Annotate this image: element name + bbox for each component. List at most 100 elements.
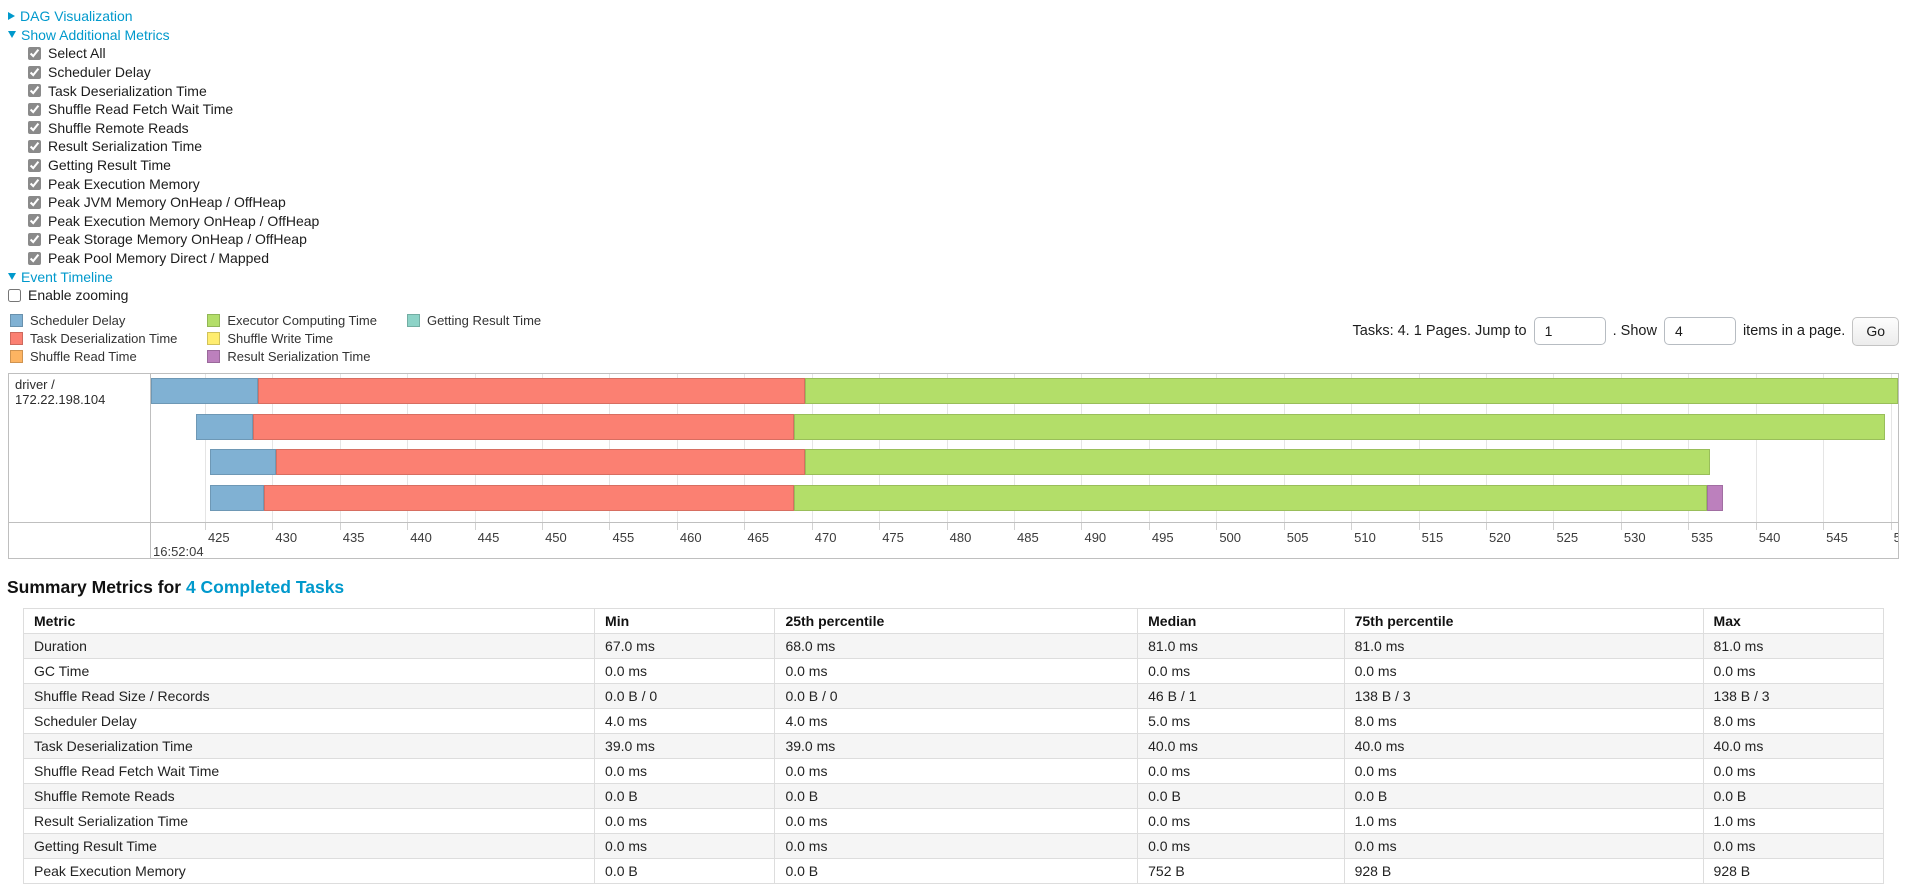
metric-checkbox[interactable] bbox=[28, 251, 41, 265]
timeline-segment-result_serialization[interactable] bbox=[1707, 484, 1724, 511]
axis-tick-label: 520 bbox=[1489, 529, 1511, 545]
timeline-segment-executor_computing[interactable] bbox=[805, 377, 1898, 404]
dag-visualization-toggle[interactable]: DAG Visualization bbox=[8, 7, 1899, 26]
summary-metrics-heading: Summary Metrics for 4 Completed Tasks bbox=[7, 577, 1907, 598]
metric-value-cell: 0.0 B bbox=[1702, 782, 1885, 809]
axis-tick-label: 425 bbox=[207, 529, 230, 545]
axis-tick-mark bbox=[946, 522, 948, 530]
legend-label: Shuffle Read Time bbox=[30, 348, 137, 364]
axis-tick-mark bbox=[1148, 522, 1150, 530]
axis-tick-mark bbox=[609, 522, 611, 530]
dag-visualization-label: DAG Visualization bbox=[20, 8, 133, 25]
axis-tick-label: 470 bbox=[814, 529, 837, 545]
axis-gridline bbox=[339, 373, 341, 522]
timeline-segment-scheduler_delay[interactable] bbox=[195, 413, 254, 440]
metric-value-cell: 68.0 ms bbox=[774, 632, 1139, 659]
axis-gridline bbox=[204, 373, 206, 522]
timeline-segment-scheduler_delay[interactable] bbox=[210, 484, 265, 511]
metric-value-cell: 4.0 ms bbox=[594, 707, 776, 734]
metric-value-cell: 1.0 ms bbox=[1343, 807, 1704, 834]
go-button[interactable]: Go bbox=[1852, 316, 1899, 346]
summary-column-header: Median bbox=[1137, 607, 1345, 634]
metric-value-cell: 0.0 B bbox=[774, 857, 1139, 884]
metric-checkbox-row: Result Serialization Time bbox=[28, 137, 1899, 156]
axis-tick-label: 530 bbox=[1623, 529, 1646, 545]
shuffle_read-color-swatch-icon bbox=[10, 349, 23, 363]
timeline-segment-task_deserialization[interactable] bbox=[276, 448, 806, 475]
expanded-arrow-icon bbox=[8, 273, 16, 281]
timeline-segment-scheduler_delay[interactable] bbox=[151, 377, 258, 404]
legend-and-pagination-row: Scheduler Delay Task Deserialization Time… bbox=[0, 305, 1907, 364]
timeline-segment-task_deserialization[interactable] bbox=[257, 377, 806, 404]
metric-checkbox[interactable] bbox=[28, 177, 41, 191]
metric-checkbox-row: Getting Result Time bbox=[28, 156, 1899, 175]
timeline-segment-executor_computing[interactable] bbox=[805, 448, 1710, 475]
metric-value-cell: 138 B / 3 bbox=[1702, 682, 1885, 709]
axis-gridline bbox=[1755, 373, 1757, 522]
axis-gridline bbox=[407, 373, 409, 522]
metric-value-cell: 0.0 ms bbox=[1702, 832, 1885, 859]
timeline-legend: Scheduler Delay Task Deserialization Time… bbox=[10, 313, 541, 364]
summary-column-header: Min bbox=[594, 607, 776, 634]
metric-checkbox[interactable] bbox=[28, 195, 41, 209]
event-timeline-chart: driver / 172.22.198.104 16:52:04 425 430 4… bbox=[8, 372, 1899, 559]
summary-column-header: Metric bbox=[22, 607, 596, 634]
metric-checkbox-row: Select All bbox=[28, 44, 1899, 63]
legend-item-task_deserialization: Task Deserialization Time bbox=[10, 331, 177, 346]
timeline-segment-executor_computing[interactable] bbox=[794, 484, 1708, 511]
summary-table-body: Duration 67.0 ms 68.0 ms 81.0 ms 81.0 ms 81.0… bbox=[22, 632, 1885, 884]
metric-checkbox[interactable] bbox=[28, 65, 41, 79]
metric-value-cell: 0.0 ms bbox=[1702, 757, 1885, 784]
timeline-segment-executor_computing[interactable] bbox=[794, 413, 1886, 440]
metric-checkbox-label: Shuffle Read Fetch Wait Time bbox=[48, 101, 234, 118]
metric-checkbox-label: Scheduler Delay bbox=[48, 64, 151, 81]
metric-checkbox[interactable] bbox=[28, 158, 41, 172]
metric-name-cell: GC Time bbox=[22, 657, 596, 684]
metric-checkbox[interactable] bbox=[28, 139, 41, 153]
metric-name-cell: Task Deserialization Time bbox=[22, 732, 596, 759]
shuffle_write-color-swatch-icon bbox=[207, 331, 221, 345]
axis-tick-mark bbox=[1755, 522, 1757, 530]
metric-checkbox[interactable] bbox=[28, 102, 41, 116]
enable-zooming-checkbox[interactable] bbox=[8, 288, 21, 302]
metric-value-cell: 0.0 ms bbox=[1343, 757, 1704, 784]
getting_result-color-swatch-icon bbox=[406, 313, 420, 327]
result_serialization-color-swatch-icon bbox=[207, 349, 221, 363]
axis-gridline bbox=[744, 373, 746, 522]
metric-checkbox[interactable] bbox=[28, 84, 41, 98]
timeline-axis: 16:52:04 425 430 435 440 445 450 455 460 465 470 4… bbox=[151, 521, 1898, 558]
timeline-segment-task_deserialization[interactable] bbox=[253, 413, 795, 440]
jump-to-page-input[interactable] bbox=[1533, 317, 1606, 345]
axis-gridline bbox=[1418, 373, 1420, 522]
event-timeline-toggle[interactable]: Event Timeline bbox=[8, 267, 1899, 286]
axis-tick-mark bbox=[1081, 522, 1083, 530]
metric-value-cell: 4.0 ms bbox=[774, 707, 1139, 734]
show-additional-metrics-toggle[interactable]: Show Additional Metrics bbox=[8, 26, 1899, 45]
metric-checkbox[interactable] bbox=[28, 121, 41, 135]
axis-gridline bbox=[1351, 373, 1353, 522]
axis-tick-mark bbox=[744, 522, 746, 530]
axis-tick-label: 540 bbox=[1758, 529, 1781, 545]
table-row: Shuffle Read Size / Records 0.0 B / 0 0.0 … bbox=[22, 682, 1885, 709]
metric-checkbox[interactable] bbox=[28, 232, 41, 246]
pagination-suffix-text: items in a page. bbox=[1742, 323, 1846, 339]
timeline-plot-area[interactable] bbox=[151, 373, 1898, 522]
summary-column-header: 25th percentile bbox=[774, 607, 1139, 634]
metric-checkbox[interactable] bbox=[28, 214, 41, 228]
axis-gridline bbox=[542, 373, 544, 522]
metric-checkbox-label: Task Deserialization Time bbox=[48, 82, 207, 99]
executor-group-label: driver / 172.22.198.104 bbox=[9, 373, 151, 522]
metric-value-cell: 0.0 ms bbox=[1137, 807, 1345, 834]
axis-tick-mark bbox=[1553, 522, 1555, 530]
table-row: Task Deserialization Time 39.0 ms 39.0 ms 4… bbox=[22, 732, 1885, 759]
items-per-page-input[interactable] bbox=[1663, 317, 1736, 345]
metric-value-cell: 81.0 ms bbox=[1137, 632, 1345, 659]
axis-tick-label: 550 bbox=[1894, 530, 1898, 545]
metric-checkbox-label: Peak Execution Memory bbox=[48, 175, 200, 192]
timeline-segment-scheduler_delay[interactable] bbox=[210, 448, 277, 475]
table-row: Duration 67.0 ms 68.0 ms 81.0 ms 81.0 ms 81.0… bbox=[22, 632, 1885, 659]
metric-checkbox[interactable] bbox=[28, 46, 41, 60]
metric-checkbox-label: Result Serialization Time bbox=[48, 138, 203, 155]
timeline-segment-task_deserialization[interactable] bbox=[264, 484, 795, 511]
completed-tasks-link[interactable]: 4 Completed Tasks bbox=[185, 576, 345, 597]
